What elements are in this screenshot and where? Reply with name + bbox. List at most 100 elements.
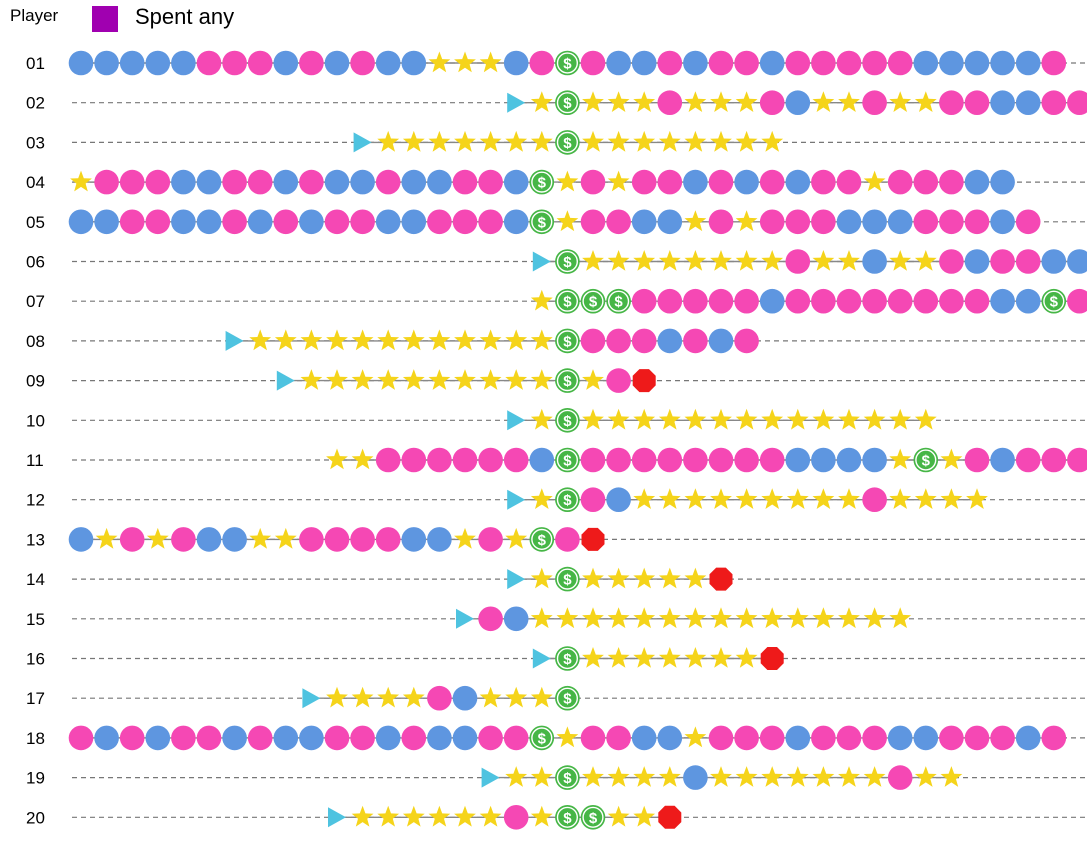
pink-circle-event <box>887 765 913 790</box>
pink-circle-event <box>862 487 887 512</box>
star-event <box>914 250 937 271</box>
blue-circle-event <box>529 447 555 473</box>
star-event <box>838 488 860 509</box>
star-event <box>607 170 630 192</box>
star-event <box>966 488 988 509</box>
pink-circle-event <box>964 447 990 473</box>
dollar-ring <box>556 290 578 312</box>
pink-circle-event <box>478 527 503 552</box>
blue-circle-event <box>401 50 427 76</box>
pink-circle-event <box>452 209 478 235</box>
pink-circle-event <box>734 328 759 354</box>
blue-circle-event <box>452 685 478 711</box>
pink-circle-event <box>785 288 811 314</box>
blue-circle-event <box>196 527 222 552</box>
blue-circle-event <box>683 169 708 195</box>
star-event <box>735 91 758 112</box>
star-event <box>633 250 656 271</box>
blue-circle-event <box>887 725 913 751</box>
blue-circle-event <box>427 725 452 751</box>
star-event <box>530 686 553 708</box>
star-event <box>70 170 92 192</box>
star-event <box>761 130 784 152</box>
dollar-ring <box>531 211 553 233</box>
pink-circle-event <box>811 725 836 751</box>
star-event <box>530 289 553 311</box>
pink-circle-event <box>503 725 529 751</box>
blue-circle-event <box>145 50 171 76</box>
pink-circle-event <box>580 50 606 76</box>
pink-circle-event <box>785 50 811 76</box>
dollar-glyph: $ <box>614 294 623 311</box>
pink-circle-event <box>606 447 631 473</box>
pink-circle-event <box>375 447 401 473</box>
pink-circle-event <box>119 725 145 751</box>
pink-circle-event <box>759 169 785 195</box>
star-event <box>505 766 528 787</box>
star-event <box>735 250 758 271</box>
pink-circle-event <box>939 249 964 274</box>
pink-circle-event <box>503 805 529 830</box>
star-event <box>684 647 707 668</box>
blue-circle-event <box>1015 288 1041 314</box>
dollar-event <box>580 288 606 314</box>
star-event <box>658 567 681 589</box>
dollar-ring <box>556 131 578 153</box>
star-event <box>838 607 860 629</box>
pink-circle-event <box>990 249 1015 274</box>
pink-circle-event <box>478 725 503 751</box>
star-event <box>454 51 476 73</box>
star-event <box>889 488 912 509</box>
dollar-glyph: $ <box>563 294 572 311</box>
star-event <box>710 91 732 112</box>
star-event <box>633 488 656 509</box>
pink-circle-event <box>708 725 734 751</box>
blue-circle-event <box>631 50 657 76</box>
star-event <box>377 369 400 390</box>
pink-circle-event <box>171 725 196 751</box>
blue-circle-event <box>785 725 811 751</box>
pink-circle-event <box>273 209 299 235</box>
pink-circle-event <box>836 50 862 76</box>
star-event <box>710 130 732 152</box>
star-event <box>838 408 860 430</box>
blue-circle-event <box>990 209 1015 235</box>
pink-circle-event <box>836 288 862 314</box>
blue-circle-event <box>222 725 247 751</box>
star-event <box>454 329 476 351</box>
star-event <box>582 567 604 589</box>
star-event <box>658 250 681 271</box>
pink-circle-event <box>606 725 631 751</box>
star-event <box>454 805 476 827</box>
pink-circle-event <box>708 288 734 314</box>
pink-circle-event <box>1041 725 1067 751</box>
star-event <box>377 805 400 827</box>
player-label: 01 <box>26 54 45 73</box>
star-event <box>684 250 707 271</box>
star-event <box>761 488 784 509</box>
dollar-glyph: $ <box>538 730 547 747</box>
blue-circle-event <box>503 50 529 76</box>
blue-circle-event <box>299 725 324 751</box>
dollar-glyph: $ <box>563 572 572 589</box>
dollar-ring <box>531 171 553 193</box>
dollar-event <box>529 169 555 195</box>
pink-circle-event <box>401 447 427 473</box>
star-event <box>402 686 425 708</box>
star-event <box>786 488 809 509</box>
blue-circle-event <box>427 169 452 195</box>
dollar-event <box>913 447 939 473</box>
pink-circle-event <box>606 368 631 393</box>
player-label: 20 <box>26 808 45 827</box>
pink-circle-event <box>939 169 964 195</box>
pink-circle-event <box>785 209 811 235</box>
pink-circle-event <box>375 169 401 195</box>
pink-circle-event <box>478 447 503 473</box>
star-event <box>684 130 707 152</box>
pink-circle-event <box>247 50 273 76</box>
blue-circle-event <box>990 169 1015 195</box>
dollar-event <box>555 447 580 473</box>
blue-circle-event <box>427 527 452 552</box>
player-label: 11 <box>26 451 44 470</box>
blue-circle-event <box>785 169 811 195</box>
